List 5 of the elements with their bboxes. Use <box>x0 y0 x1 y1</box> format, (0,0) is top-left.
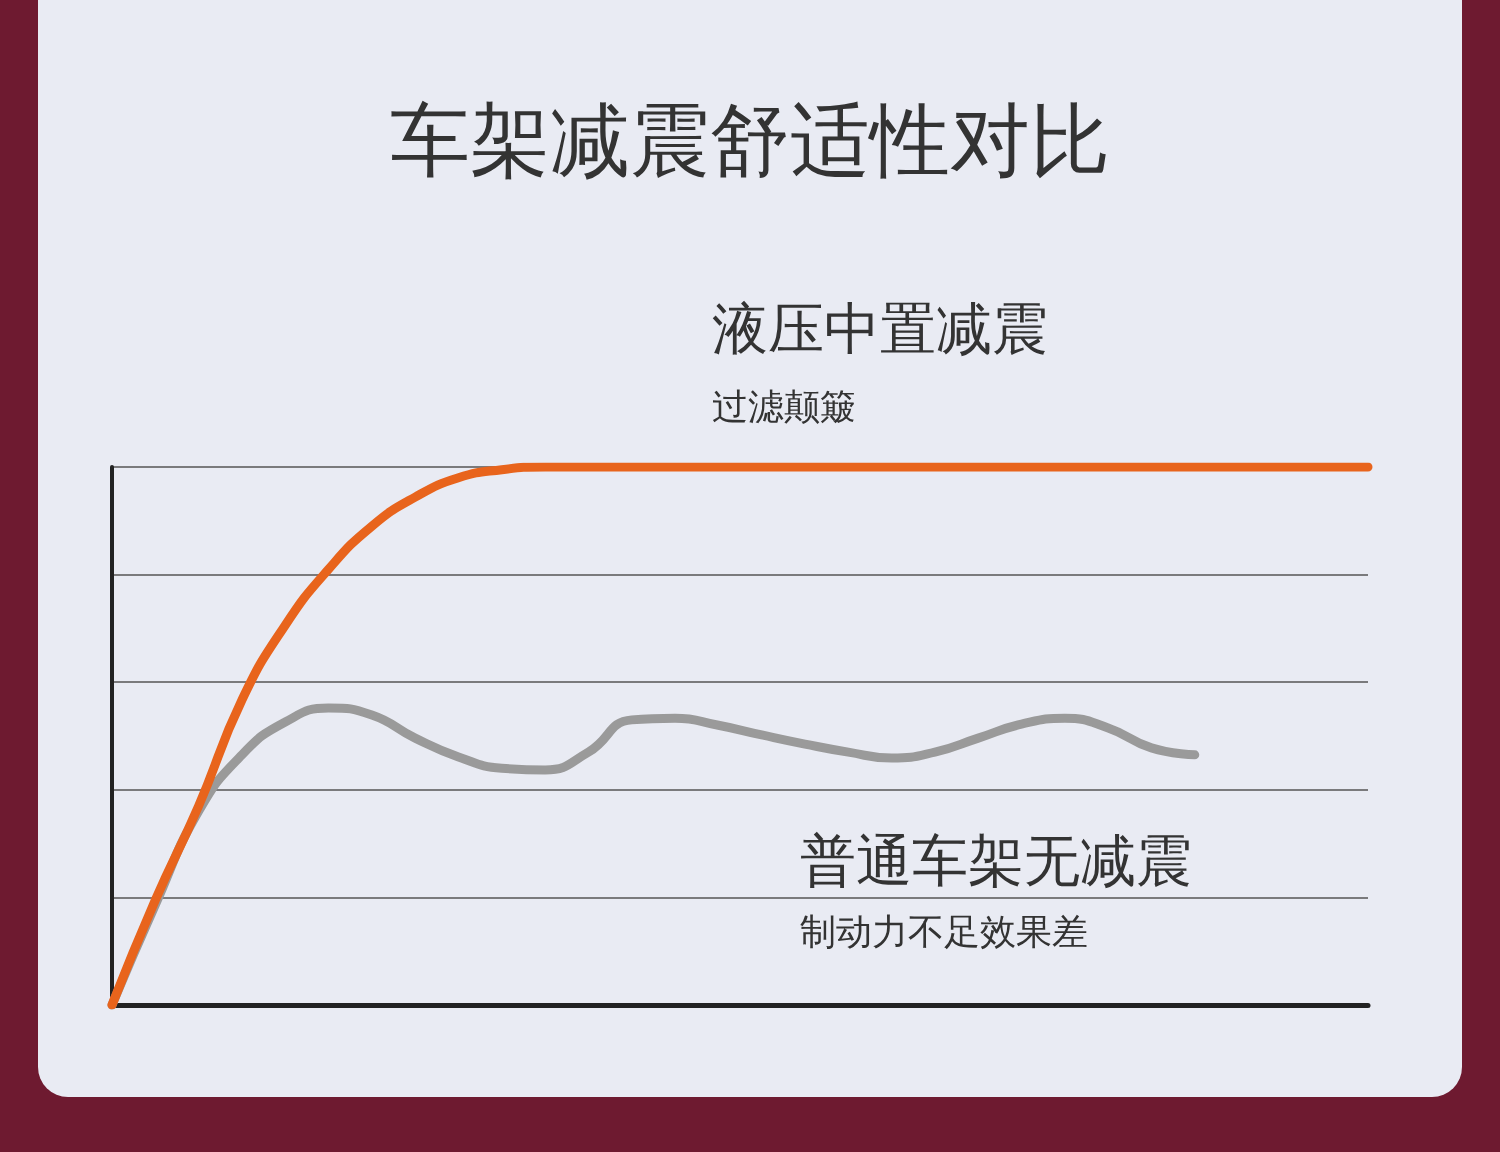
text: 过滤颠簸 <box>712 385 856 427</box>
series-label: 普通车架无减震 <box>800 827 1192 893</box>
chart-title: 车架减震舒适性对比 <box>390 93 1110 187</box>
annotation: 制动力不足效果差 <box>800 910 1088 952</box>
series-label: 液压中置减震 <box>712 295 1048 361</box>
